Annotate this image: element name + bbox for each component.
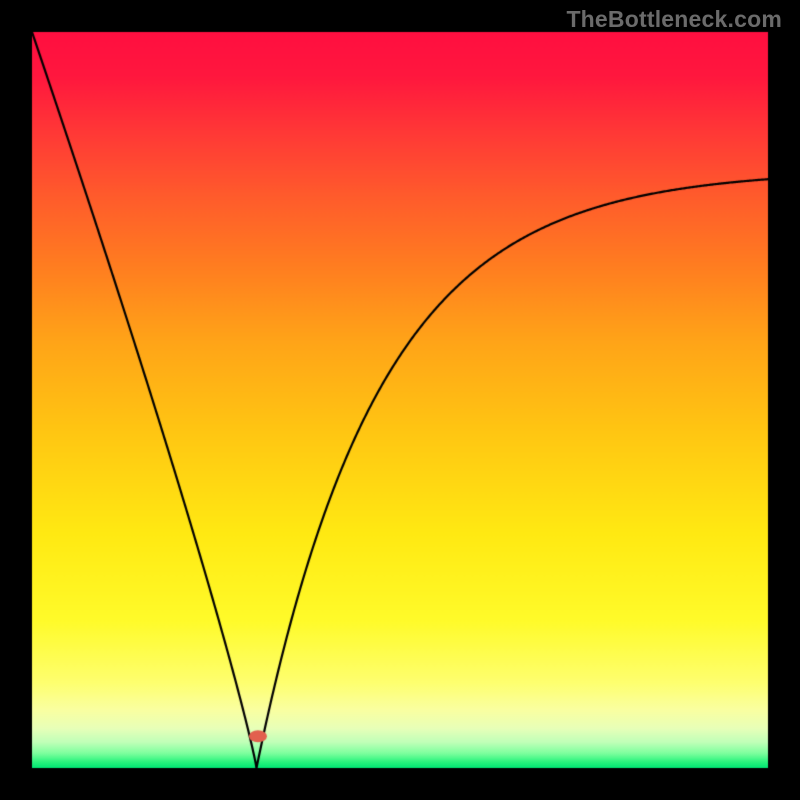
bottleneck-chart-canvas: [0, 0, 800, 800]
watermark-text: TheBottleneck.com: [566, 6, 782, 33]
chart-stage: TheBottleneck.com: [0, 0, 800, 800]
